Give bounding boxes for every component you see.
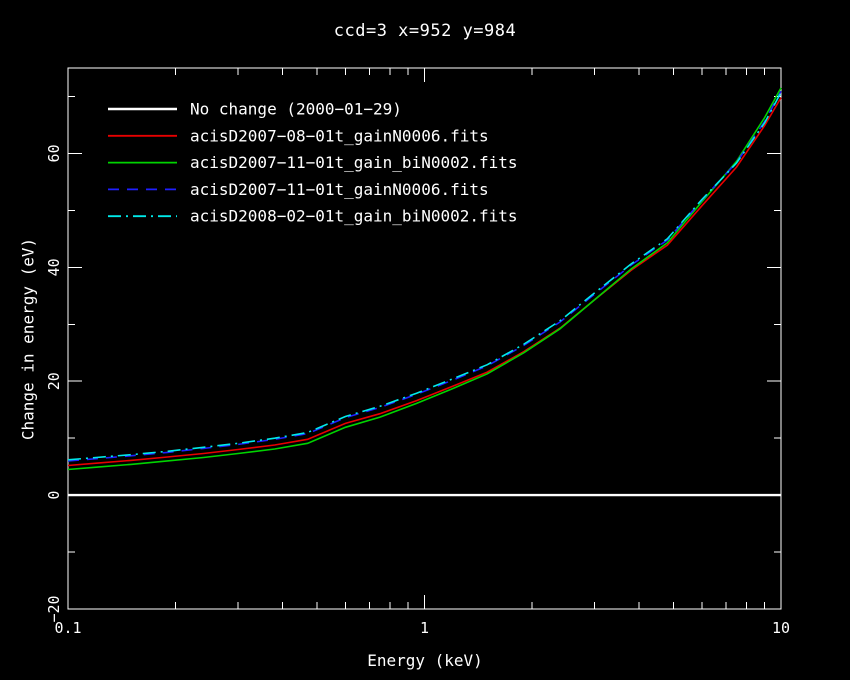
legend-label-4: acisD2008−02−01t_gain_biN0002.fits: [190, 207, 518, 226]
y-tick-label: 60: [45, 144, 63, 162]
y-tick-label: 0: [45, 491, 63, 500]
y-tick-label: 40: [45, 258, 63, 276]
plot-title: ccd=3 x=952 y=984: [333, 21, 517, 41]
legend-label-1: acisD2007−08−01t_gainN0006.fits: [190, 126, 489, 145]
x-tick-label: 0.1: [54, 619, 81, 637]
y-axis-label: Change in energy (eV): [18, 237, 38, 441]
y-tick-label: 20: [45, 372, 63, 390]
legend-label-0: No change (2000−01−29): [190, 100, 402, 119]
plot-frame: [67, 67, 782, 610]
series-line-4: [67, 92, 782, 461]
legend-label-2: acisD2007−11−01t_gain_biN0002.fits: [190, 153, 518, 172]
x-tick-label: 1: [420, 619, 429, 637]
series-line-1: [67, 97, 782, 467]
legend-label-3: acisD2007−11−01t_gainN0006.fits: [190, 180, 489, 199]
x-axis-label: Energy (keV): [367, 651, 483, 670]
x-tick-label: 10: [772, 619, 790, 637]
y-tick-label: −20: [45, 595, 63, 622]
series-line-3: [67, 90, 782, 462]
series-line-2: [67, 87, 782, 471]
